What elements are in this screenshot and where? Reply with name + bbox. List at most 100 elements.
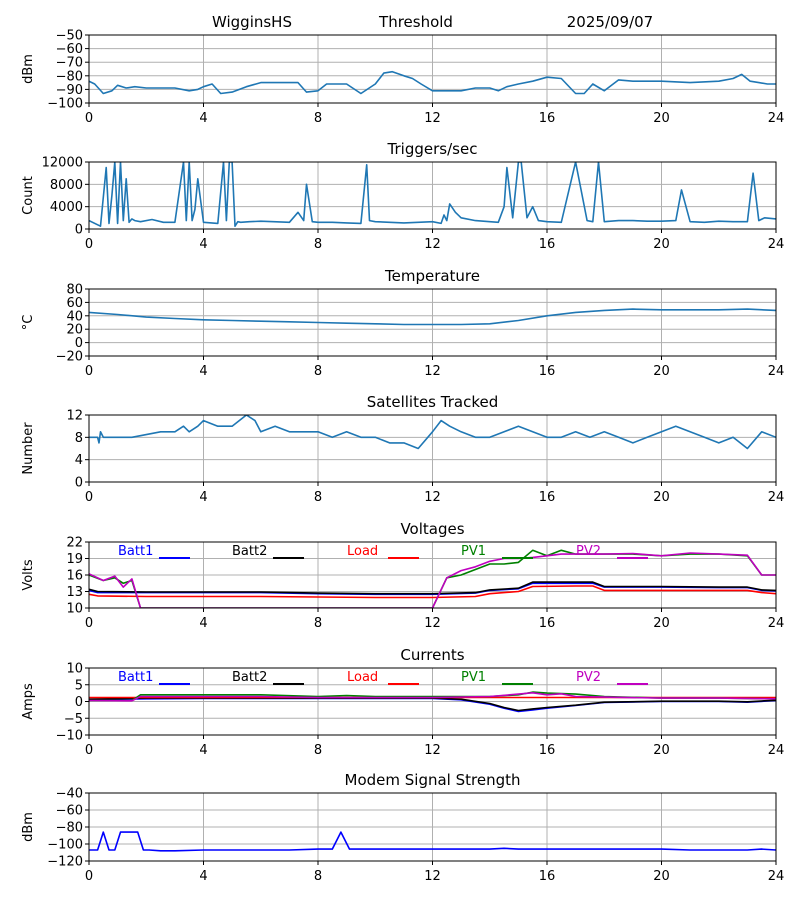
y-tick-label: −90 xyxy=(56,83,83,98)
chart-panel-4: 0 4 8 12 16 20 24 0 4 8 12 Satellites Tracked Number xyxy=(21,393,784,505)
x-tick-label: 24 xyxy=(768,869,785,884)
series-line xyxy=(89,308,776,326)
x-tick-label: 20 xyxy=(653,111,670,126)
plot-area xyxy=(89,70,776,95)
legend-label-pv1: PV1 xyxy=(461,670,486,685)
x-tick-label: 12 xyxy=(424,743,441,758)
y-tick-label: −40 xyxy=(56,787,83,802)
y-tick-label: 4 xyxy=(75,453,83,468)
y-axis-label: °C xyxy=(21,315,36,331)
x-tick-label: 16 xyxy=(539,743,556,758)
x-tick-label: 24 xyxy=(768,743,785,758)
plot-area xyxy=(89,308,776,326)
y-tick-label: 0 xyxy=(75,476,83,491)
y-tick-label: 0 xyxy=(75,695,83,710)
x-tick-label: 4 xyxy=(199,869,207,884)
y-tick-label: 80 xyxy=(66,283,83,298)
plot-area xyxy=(89,831,776,852)
legend-label-batt1: Batt1 xyxy=(118,544,153,559)
station-name: WigginsHS xyxy=(212,13,292,31)
chart-panel-1: 0 4 8 12 16 20 24 −50−60−70−80−90−100 dBm xyxy=(21,29,784,127)
x-tick-label: 16 xyxy=(539,869,556,884)
y-tick-label: 8 xyxy=(75,431,83,446)
y-tick-label: 8000 xyxy=(50,178,83,193)
y-tick-label: 20 xyxy=(66,323,83,338)
y-tick-label: −100 xyxy=(47,838,83,853)
chart-title: Currents xyxy=(400,646,464,664)
x-tick-label: 24 xyxy=(768,111,785,126)
y-axis-label: Volts xyxy=(21,559,36,591)
x-tick-label: 4 xyxy=(199,364,207,379)
x-tick-label: 16 xyxy=(539,490,556,505)
x-tick-label: 12 xyxy=(424,490,441,505)
legend-label-batt2: Batt2 xyxy=(232,544,267,559)
mode-label: Threshold xyxy=(378,13,453,31)
x-tick-label: 12 xyxy=(424,237,441,252)
y-tick-label: 4000 xyxy=(50,200,83,215)
chart-title: Voltages xyxy=(400,520,464,538)
legend-label-load: Load xyxy=(347,544,378,559)
y-tick-label: 40 xyxy=(66,309,83,324)
chart-panel-6: 0 4 8 12 16 20 24 −10 −5 0 510 Currents Amps Batt1 Bat… xyxy=(21,646,784,758)
plot-area xyxy=(89,691,776,713)
x-tick-label: 8 xyxy=(314,869,322,884)
chart-panel-2: 0 4 8 12 16 20 24 0 4000 8000 12000 Triggers/sec Cou… xyxy=(21,140,784,252)
y-axis-label: Amps xyxy=(21,683,36,720)
x-tick-label: 12 xyxy=(424,364,441,379)
y-tick-label: 10 xyxy=(66,662,83,677)
y-tick-label: −80 xyxy=(56,821,83,836)
legend-label-batt2: Batt2 xyxy=(232,670,267,685)
y-tick-label: −20 xyxy=(56,350,83,365)
y-axis-label: Count xyxy=(21,176,36,215)
x-tick-label: 8 xyxy=(314,743,322,758)
y-tick-label: −60 xyxy=(56,804,83,819)
x-tick-label: 20 xyxy=(653,869,670,884)
x-tick-label: 4 xyxy=(199,237,207,252)
x-tick-label: 20 xyxy=(653,364,670,379)
legend-label-pv1: PV1 xyxy=(461,544,486,559)
y-tick-label: 19 xyxy=(66,552,83,567)
x-tick-label: 8 xyxy=(314,237,322,252)
y-tick-label: 22 xyxy=(66,536,83,551)
x-tick-label: 16 xyxy=(539,237,556,252)
y-tick-label: −120 xyxy=(47,855,83,870)
x-tick-label: 16 xyxy=(539,111,556,126)
y-axis-label: dBm xyxy=(21,812,36,842)
x-tick-label: 24 xyxy=(768,490,785,505)
y-tick-label: −5 xyxy=(64,712,83,727)
y-tick-label: 0 xyxy=(75,336,83,351)
x-tick-label: 0 xyxy=(85,364,93,379)
plot-area xyxy=(89,162,776,227)
x-tick-label: 16 xyxy=(539,364,556,379)
x-tick-label: 12 xyxy=(424,111,441,126)
series-line xyxy=(89,831,776,852)
y-tick-label: −100 xyxy=(47,97,83,112)
legend-label-load: Load xyxy=(347,670,378,685)
y-tick-label: −10 xyxy=(56,729,83,744)
x-tick-label: 4 xyxy=(199,616,207,631)
y-tick-label: 12 xyxy=(66,409,83,424)
y-tick-label: −80 xyxy=(56,69,83,84)
chart-title: Modem Signal Strength xyxy=(345,771,521,789)
y-tick-label: 5 xyxy=(75,678,83,693)
x-tick-label: 0 xyxy=(85,743,93,758)
x-tick-label: 16 xyxy=(539,616,556,631)
series-line xyxy=(89,70,776,95)
y-tick-label: 60 xyxy=(66,296,83,311)
plot-area xyxy=(89,415,776,450)
chart-title: Temperature xyxy=(384,267,480,285)
y-tick-label: 10 xyxy=(66,602,83,617)
x-tick-label: 12 xyxy=(424,869,441,884)
x-tick-label: 24 xyxy=(768,237,785,252)
x-tick-label: 24 xyxy=(768,364,785,379)
y-tick-label: 16 xyxy=(66,569,83,584)
x-tick-label: 20 xyxy=(653,490,670,505)
x-tick-label: 8 xyxy=(314,490,322,505)
legend-label-pv2: PV2 xyxy=(576,544,601,559)
x-tick-label: 0 xyxy=(85,490,93,505)
x-tick-label: 8 xyxy=(314,111,322,126)
series-line xyxy=(89,162,776,227)
x-tick-label: 24 xyxy=(768,616,785,631)
